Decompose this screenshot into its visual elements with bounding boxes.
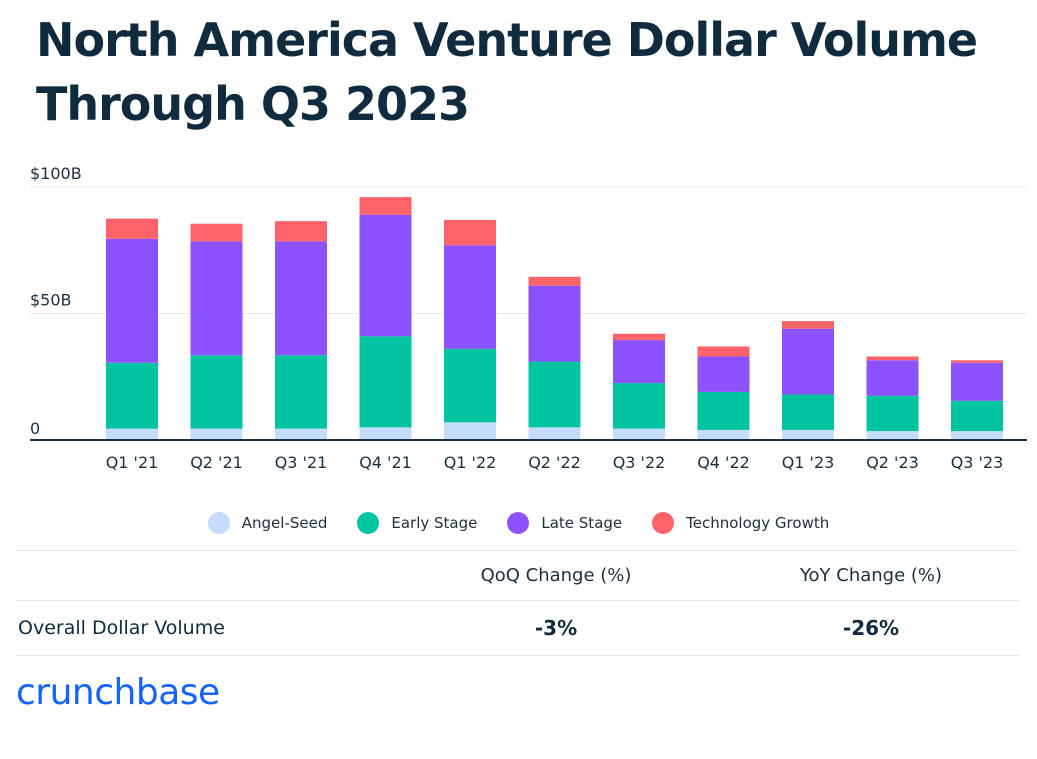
bar-segment-technology-growth [613, 333, 665, 341]
bar-segment-late-stage [190, 241, 243, 356]
legend-item: Late Stage [507, 512, 622, 534]
x-tick-label: Q4 '21 [359, 453, 412, 472]
bar-segment-early-stage [275, 355, 327, 429]
bar-segment-angel-seed [866, 431, 919, 440]
bar-segment-early-stage [613, 383, 665, 429]
legend-label: Early Stage [391, 514, 478, 532]
bar-segment-early-stage [444, 348, 496, 423]
legend-swatch [652, 512, 675, 534]
bar-segment-late-stage [697, 356, 750, 392]
bar-segment-technology-growth [697, 346, 750, 357]
x-tick-label: Q3 '23 [951, 453, 1004, 472]
yoy-value: -26% [842, 616, 900, 640]
change-summary-table: QoQ Change (%) YoY Change (%) Overall Do… [16, 550, 1020, 656]
bar-segment-late-stage [275, 241, 327, 356]
bar-segment-angel-seed [275, 428, 327, 440]
x-tick-label: Q2 '21 [190, 453, 243, 472]
bar-segment-angel-seed [359, 427, 412, 440]
bar-segment-late-stage [444, 245, 496, 349]
chart-title-line-1: North America Venture Dollar Volume [36, 13, 978, 67]
bar-segment-technology-growth [866, 356, 919, 361]
table-header-row: QoQ Change (%) YoY Change (%) [16, 550, 1020, 600]
y-tick-label: $100B [30, 164, 82, 183]
bar-segment-early-stage [951, 400, 1003, 432]
x-tick-label: Q3 '22 [613, 453, 666, 472]
bar-segment-early-stage [106, 362, 158, 429]
bar-segment-late-stage [782, 328, 834, 395]
bar-segment-early-stage [190, 355, 243, 429]
chart-legend: Angel-Seed Early Stage Late Stage Technolog… [0, 505, 1037, 541]
bar-segment-late-stage [528, 285, 581, 362]
y-tick-label: 0 [30, 419, 40, 438]
bar-segment-late-stage [359, 214, 412, 337]
x-tick-label: Q2 '22 [528, 453, 581, 472]
stacked-bar-chart: 0 $50B $100B Q1 '21 Q2 '21 Q3 '21 Q4 '21 Q1 '22… [30, 164, 1027, 472]
bar-segment-technology-growth [782, 321, 834, 329]
legend-swatch [207, 512, 230, 534]
bar-segment-early-stage [528, 361, 581, 428]
crunchbase-logo: crunchbase [16, 672, 220, 713]
legend-swatch [507, 512, 530, 534]
bar-segment-angel-seed [951, 431, 1003, 440]
yoy-header: YoY Change (%) [799, 565, 943, 586]
bar-segment-angel-seed [528, 427, 581, 440]
legend-item: Angel-Seed [207, 512, 328, 534]
bar-segment-early-stage [697, 391, 750, 430]
bar-segment-angel-seed [613, 428, 665, 440]
bar-segment-technology-growth [951, 360, 1003, 363]
x-tick-label: Q1 '21 [106, 453, 159, 472]
legend-item: Early Stage [357, 512, 477, 534]
x-tick-label: Q1 '23 [782, 453, 835, 472]
x-tick-label: Q3 '21 [275, 453, 328, 472]
bar-segment-technology-growth [275, 221, 327, 242]
bar-segment-angel-seed [782, 429, 834, 440]
bar-segment-early-stage [782, 394, 834, 430]
x-tick-label: Q1 '22 [444, 453, 497, 472]
bar-segment-technology-growth [106, 218, 158, 239]
qoq-header: QoQ Change (%) [480, 565, 632, 586]
bar-segment-technology-growth [359, 197, 412, 215]
x-tick-label: Q4 '22 [697, 453, 750, 472]
legend-label: Angel-Seed [241, 514, 328, 532]
bar-segment-late-stage [951, 362, 1003, 401]
legend-label: Late Stage [541, 514, 623, 532]
chart-title-line-2: Through Q3 2023 [36, 77, 470, 131]
bar-segment-angel-seed [444, 422, 496, 440]
y-tick-label: $50B [30, 291, 72, 310]
chart-title: North America Venture Dollar Volume Thro… [36, 8, 1016, 136]
legend-label: Technology Growth [686, 514, 830, 532]
bar-segment-late-stage [106, 238, 158, 363]
bar-segment-angel-seed [697, 429, 750, 440]
bar-segment-angel-seed [190, 428, 243, 440]
bar-segment-technology-growth [528, 276, 581, 286]
x-tick-label: Q2 '23 [866, 453, 919, 472]
bar-segment-angel-seed [106, 428, 158, 440]
legend-swatch [357, 512, 380, 534]
bar-segment-technology-growth [190, 223, 243, 242]
bar-segment-early-stage [359, 336, 412, 428]
bar-segment-early-stage [866, 395, 919, 432]
qoq-value: -3% [534, 616, 578, 640]
bar-segment-late-stage [866, 360, 919, 396]
table-row: Overall Dollar Volume -3% -26% [16, 600, 1020, 656]
bar-segment-late-stage [613, 340, 665, 384]
row-label: Overall Dollar Volume [18, 617, 225, 639]
bar-segment-technology-growth [444, 219, 496, 246]
legend-item: Technology Growth [652, 512, 829, 534]
